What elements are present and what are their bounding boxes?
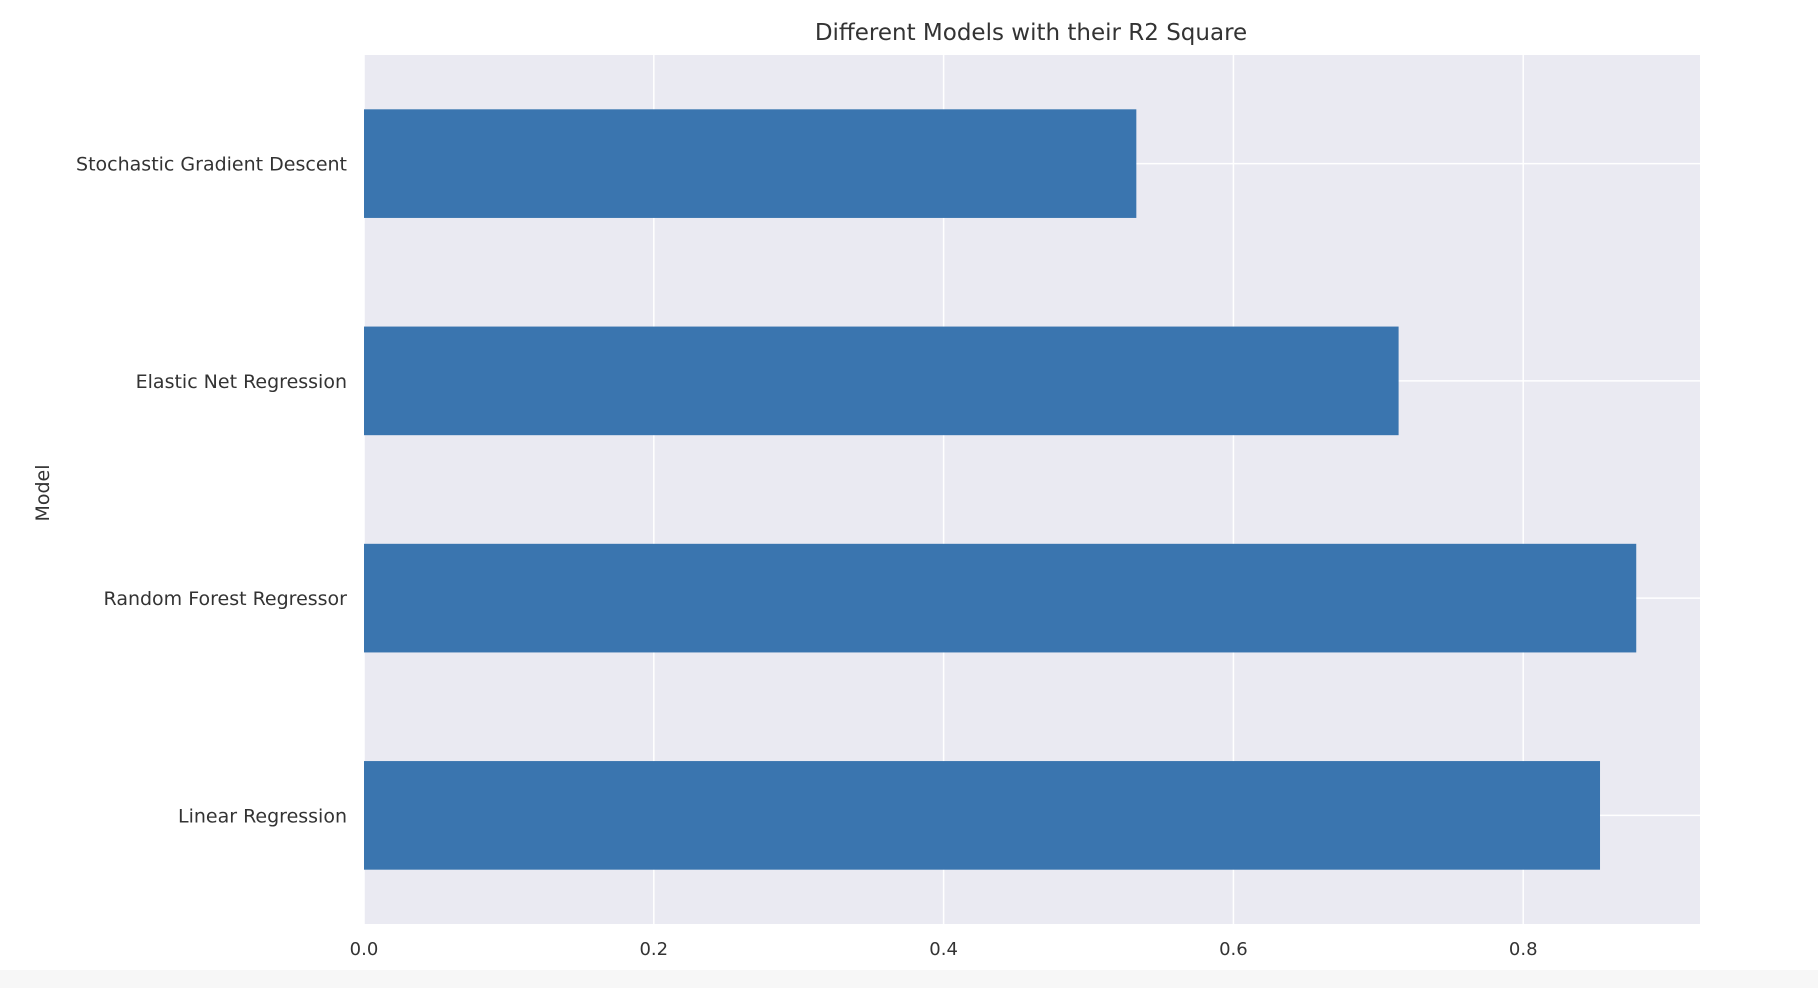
y-axis-label: Model	[32, 464, 54, 521]
bar	[364, 326, 1399, 436]
bottom-strip	[0, 970, 1818, 988]
chart-title: Different Models with their R2 Square	[815, 20, 1247, 46]
y-tick-label: Random Forest Regressor	[104, 588, 348, 610]
x-tick-label: 0.4	[929, 939, 958, 960]
bar	[364, 761, 1601, 870]
y-tick-label: Stochastic Gradient Descent	[76, 154, 347, 176]
y-tick-label: Linear Regression	[178, 805, 347, 827]
bar	[364, 109, 1137, 218]
tick-labels: 0.0 0.2 0.4 0.6 0.8 Linear Regression Random F…	[76, 154, 1538, 960]
y-tick-label: Elastic Net Regression	[136, 371, 347, 393]
x-tick-label: 0.8	[1509, 939, 1538, 960]
x-tick-label: 0.2	[639, 939, 668, 960]
x-tick-label: 0.0	[350, 939, 379, 960]
x-tick-label: 0.6	[1219, 939, 1248, 960]
bars	[364, 109, 1637, 870]
bar	[364, 543, 1637, 653]
